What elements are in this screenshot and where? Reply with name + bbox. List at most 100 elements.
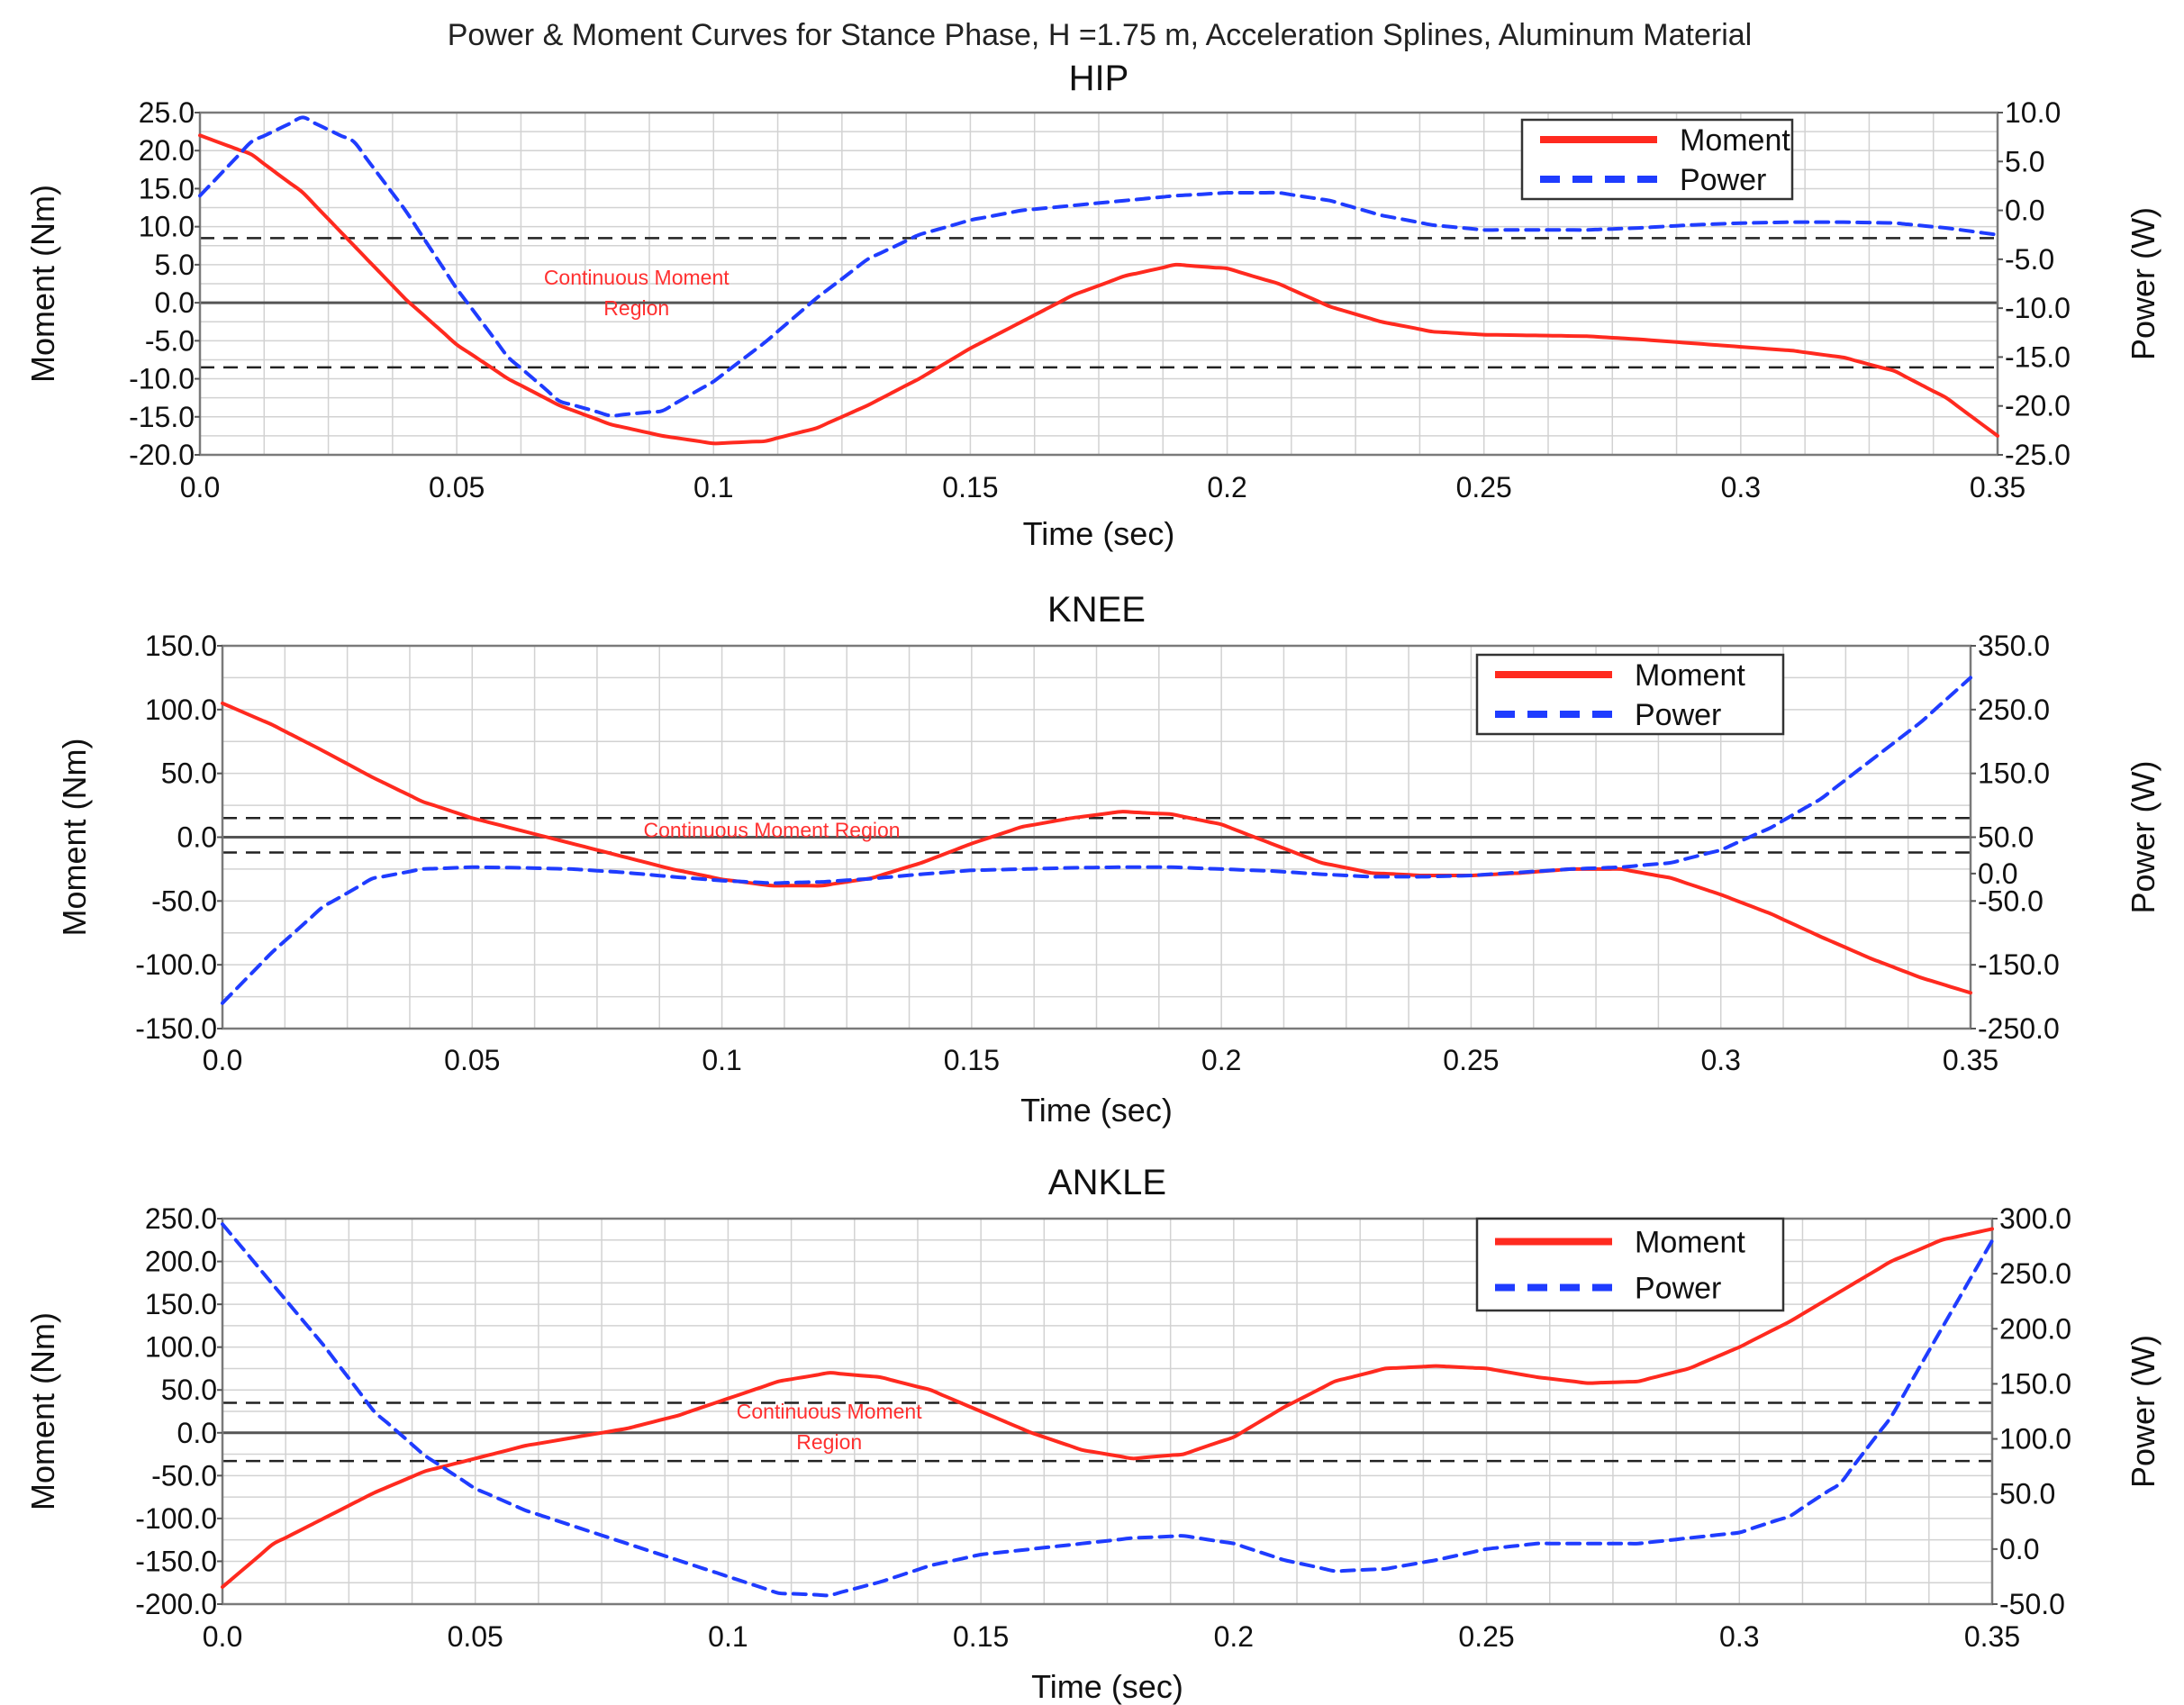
x-tick-label: 0.35 xyxy=(1943,1044,1998,1076)
legend-label: Moment xyxy=(1680,123,1790,158)
y-tick-label: 150.0 xyxy=(145,1288,217,1320)
moment-series-line xyxy=(198,133,1999,446)
y-tick-label: -150.0 xyxy=(135,1012,217,1045)
y-tick-label: -15.0 xyxy=(129,401,195,433)
y2-tick-label: 0.0 xyxy=(2005,195,2044,227)
hip-chart: Continuous Moment Region 25.0 20.0 15.0 10.0 5… xyxy=(24,59,2161,552)
y-tick-label: 25.0 xyxy=(139,96,195,129)
region-annotation: Region xyxy=(796,1430,862,1454)
y2-tick-label: -20.0 xyxy=(2005,390,2071,422)
y-axis-label: Moment (Nm) xyxy=(24,1312,61,1510)
y2-tick-label: 200.0 xyxy=(1999,1312,2071,1345)
legend-box xyxy=(1475,653,1785,736)
y-tick-label: 100.0 xyxy=(145,694,217,726)
y-tick-label: 200.0 xyxy=(145,1246,217,1278)
y-tick-label: -100.0 xyxy=(135,1502,217,1535)
y-tick-label: 0.0 xyxy=(155,286,195,319)
x-tick-label: 0.1 xyxy=(693,471,733,503)
y2-tick-label: 150.0 xyxy=(1978,757,2050,790)
power-series-line xyxy=(221,676,1972,1005)
y2-tick-label: 50.0 xyxy=(1978,821,2034,854)
y-tick-label: 150.0 xyxy=(145,630,217,662)
y-tick-label: -10.0 xyxy=(129,363,195,395)
legend-box xyxy=(1475,1217,1785,1312)
x-tick-label: 0.1 xyxy=(702,1044,741,1076)
y2-axis-label: Power (W) xyxy=(2125,207,2161,360)
y2-tick-label: 0.0 xyxy=(1999,1533,2039,1565)
y2-tick-label: -10.0 xyxy=(2005,292,2071,324)
region-annotation: Continuous Moment Region xyxy=(643,818,900,841)
y2-tick-label: 50.0 xyxy=(1999,1478,2055,1510)
legend-label: Power xyxy=(1635,698,1721,732)
x-tick-label: 0.1 xyxy=(708,1620,748,1653)
y2-tick-label: -5.0 xyxy=(2005,243,2054,276)
x-tick-label: 0.15 xyxy=(944,1044,1000,1076)
y2-tick-label: -15.0 xyxy=(2005,340,2071,373)
moment-series-line xyxy=(221,1227,1994,1589)
y2-tick-label: 250.0 xyxy=(1978,694,2050,726)
figure-title: Power & Moment Curves for Stance Phase, … xyxy=(448,18,1753,52)
x-tick-label: 0.35 xyxy=(1970,471,2025,503)
y-tick-label: 0.0 xyxy=(177,1417,217,1449)
y2-tick-label: 300.0 xyxy=(1999,1202,2071,1235)
x-tick-label: 0.15 xyxy=(942,471,998,503)
y-tick-label: -150.0 xyxy=(135,1545,217,1577)
legend-label: Power xyxy=(1635,1272,1721,1306)
x-tick-label: 0.25 xyxy=(1458,1620,1514,1653)
x-tick-label: 0.25 xyxy=(1443,1044,1499,1076)
y2-tick-label: 10.0 xyxy=(2005,96,2061,129)
y-axis-label: Moment (Nm) xyxy=(24,185,61,383)
y2-tick-label: -150.0 xyxy=(1978,948,2060,981)
y-tick-label: 250.0 xyxy=(145,1202,217,1235)
legend-box xyxy=(1520,118,1794,201)
x-tick-label: 0.35 xyxy=(1964,1620,2020,1653)
y2-tick-label: 5.0 xyxy=(2005,145,2044,177)
region-annotation: Continuous Moment xyxy=(544,266,730,289)
x-tick-label: 0.05 xyxy=(448,1620,503,1653)
legend-label: Moment xyxy=(1635,1226,1745,1260)
y-tick-label: 15.0 xyxy=(139,172,195,204)
y2-axis-label: Power (W) xyxy=(2125,761,2161,914)
y-tick-label: 0.0 xyxy=(177,821,217,854)
knee-chart: Continuous Moment Region150.0100.050.00.… xyxy=(56,590,2161,1129)
y-tick-label: 100.0 xyxy=(145,1331,217,1364)
y2-tick-label: -250.0 xyxy=(1978,1012,2060,1045)
y-tick-label: 10.0 xyxy=(139,211,195,243)
y2-tick-label: -25.0 xyxy=(2005,439,2071,471)
x-tick-label: 0.0 xyxy=(180,471,220,503)
x-tick-label: 0.25 xyxy=(1456,471,1512,503)
y2-tick-label: 0.0 xyxy=(1978,857,2017,890)
y2-tick-label: 250.0 xyxy=(1999,1257,2071,1290)
x-tick-label: 0.3 xyxy=(1700,1044,1740,1076)
y-tick-label: -5.0 xyxy=(145,324,195,357)
y-tick-label: -20.0 xyxy=(129,439,195,471)
x-axis-label: Time (sec) xyxy=(1031,1668,1183,1705)
y-tick-label: -50.0 xyxy=(151,1459,217,1492)
power-series-line xyxy=(221,1222,1994,1598)
y2-tick-label: -50.0 xyxy=(1978,884,2044,917)
y2-axis-label: Power (W) xyxy=(2125,1335,2161,1488)
y2-tick-label: 150.0 xyxy=(1999,1367,2071,1400)
y-tick-label: -200.0 xyxy=(135,1588,217,1620)
legend-label: Moment xyxy=(1635,658,1745,693)
knee-legend: Moment Power xyxy=(1475,653,1785,736)
x-tick-label: 0.05 xyxy=(429,471,485,503)
y-tick-label: 50.0 xyxy=(161,757,217,790)
knee-panel-title: KNEE xyxy=(1047,590,1146,630)
y2-tick-label: -50.0 xyxy=(1999,1588,2065,1620)
power-series-line xyxy=(198,115,1999,418)
hip-plot-frame xyxy=(198,111,1999,457)
y2-tick-label: 350.0 xyxy=(1978,630,2050,662)
legend-label: Power xyxy=(1680,163,1766,197)
moment-series-line xyxy=(221,701,1972,995)
ankle-panel-title: ANKLE xyxy=(1048,1163,1166,1202)
x-tick-label: 0.2 xyxy=(1201,1044,1241,1076)
x-tick-label: 0.15 xyxy=(953,1620,1009,1653)
region-annotation: Continuous Moment xyxy=(737,1400,922,1423)
ankle-chart: Continuous Moment Region 250.0 200.0 150.0 10… xyxy=(24,1163,2161,1705)
x-axis-label: Time (sec) xyxy=(1020,1092,1173,1129)
x-tick-label: 0.2 xyxy=(1214,1620,1254,1653)
x-tick-label: 0.0 xyxy=(203,1044,242,1076)
x-tick-label: 0.0 xyxy=(203,1620,242,1653)
